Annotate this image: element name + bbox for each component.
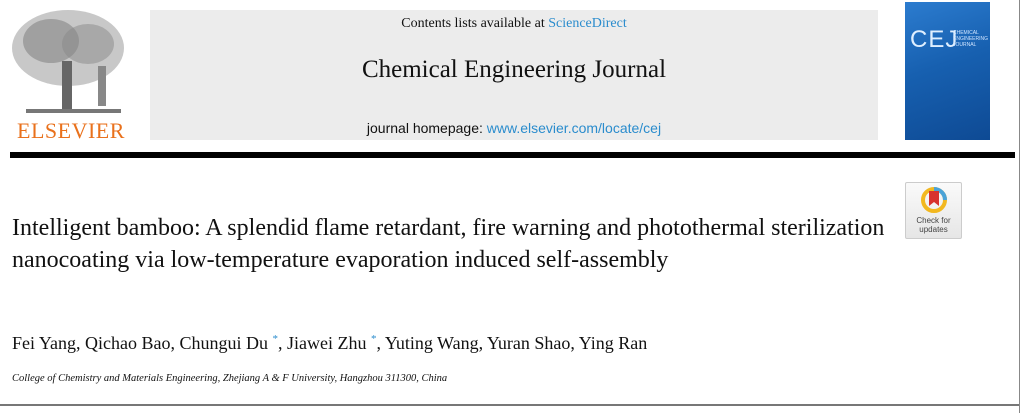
elsevier-wordmark: ELSEVIER: [17, 118, 125, 143]
header-rule: [10, 152, 1015, 158]
check-for-updates-badge[interactable]: Check for updates: [905, 182, 962, 239]
bottom-rule: [0, 404, 1019, 406]
contents-line: Contents lists available at ScienceDirec…: [150, 16, 878, 32]
contents-label: Contents lists available at: [401, 16, 549, 31]
sciencedirect-link[interactable]: ScienceDirect: [548, 16, 627, 31]
elsevier-tree-logo[interactable]: [6, 6, 136, 146]
affiliation: College of Chemistry and Materials Engin…: [12, 373, 448, 384]
cover-fullname: CHEMICAL ENGINEERING JOURNAL: [953, 30, 989, 48]
author-name[interactable]: Yuran Shao: [486, 333, 571, 353]
article-title: Intelligent bamboo: A splendid flame ret…: [12, 215, 885, 273]
bookmark-icon: [920, 187, 947, 213]
author-name[interactable]: Yuting Wang: [384, 333, 479, 353]
author-name[interactable]: Ying Ran: [578, 333, 648, 353]
homepage-line: journal homepage: www.elsevier.com/locat…: [150, 120, 878, 136]
author-list: Fei Yang, Qichao Bao, Chungui Du *, Jiaw…: [12, 333, 648, 353]
journal-banner: Contents lists available at ScienceDirec…: [150, 10, 878, 140]
badge-label: Check for updates: [916, 216, 951, 234]
page-edge: [1019, 0, 1020, 413]
author-name[interactable]: Qichao Bao: [85, 333, 171, 353]
corresponding-author-mark[interactable]: *: [371, 333, 377, 345]
cover-abbrev: CEJ: [910, 26, 959, 53]
corresponding-author-mark[interactable]: *: [272, 333, 279, 345]
journal-cover[interactable]: CEJ CHEMICAL ENGINEERING JOURNAL: [905, 2, 990, 140]
journal-title: Chemical Engineering Journal: [361, 56, 667, 83]
author-name[interactable]: Jiawei Zhu: [287, 333, 367, 353]
author-name[interactable]: Fei Yang: [12, 333, 77, 353]
homepage-label: journal homepage:: [366, 120, 487, 136]
author-name[interactable]: Chungui Du: [179, 333, 269, 353]
homepage-link[interactable]: www.elsevier.com/locate/cej: [486, 120, 662, 136]
